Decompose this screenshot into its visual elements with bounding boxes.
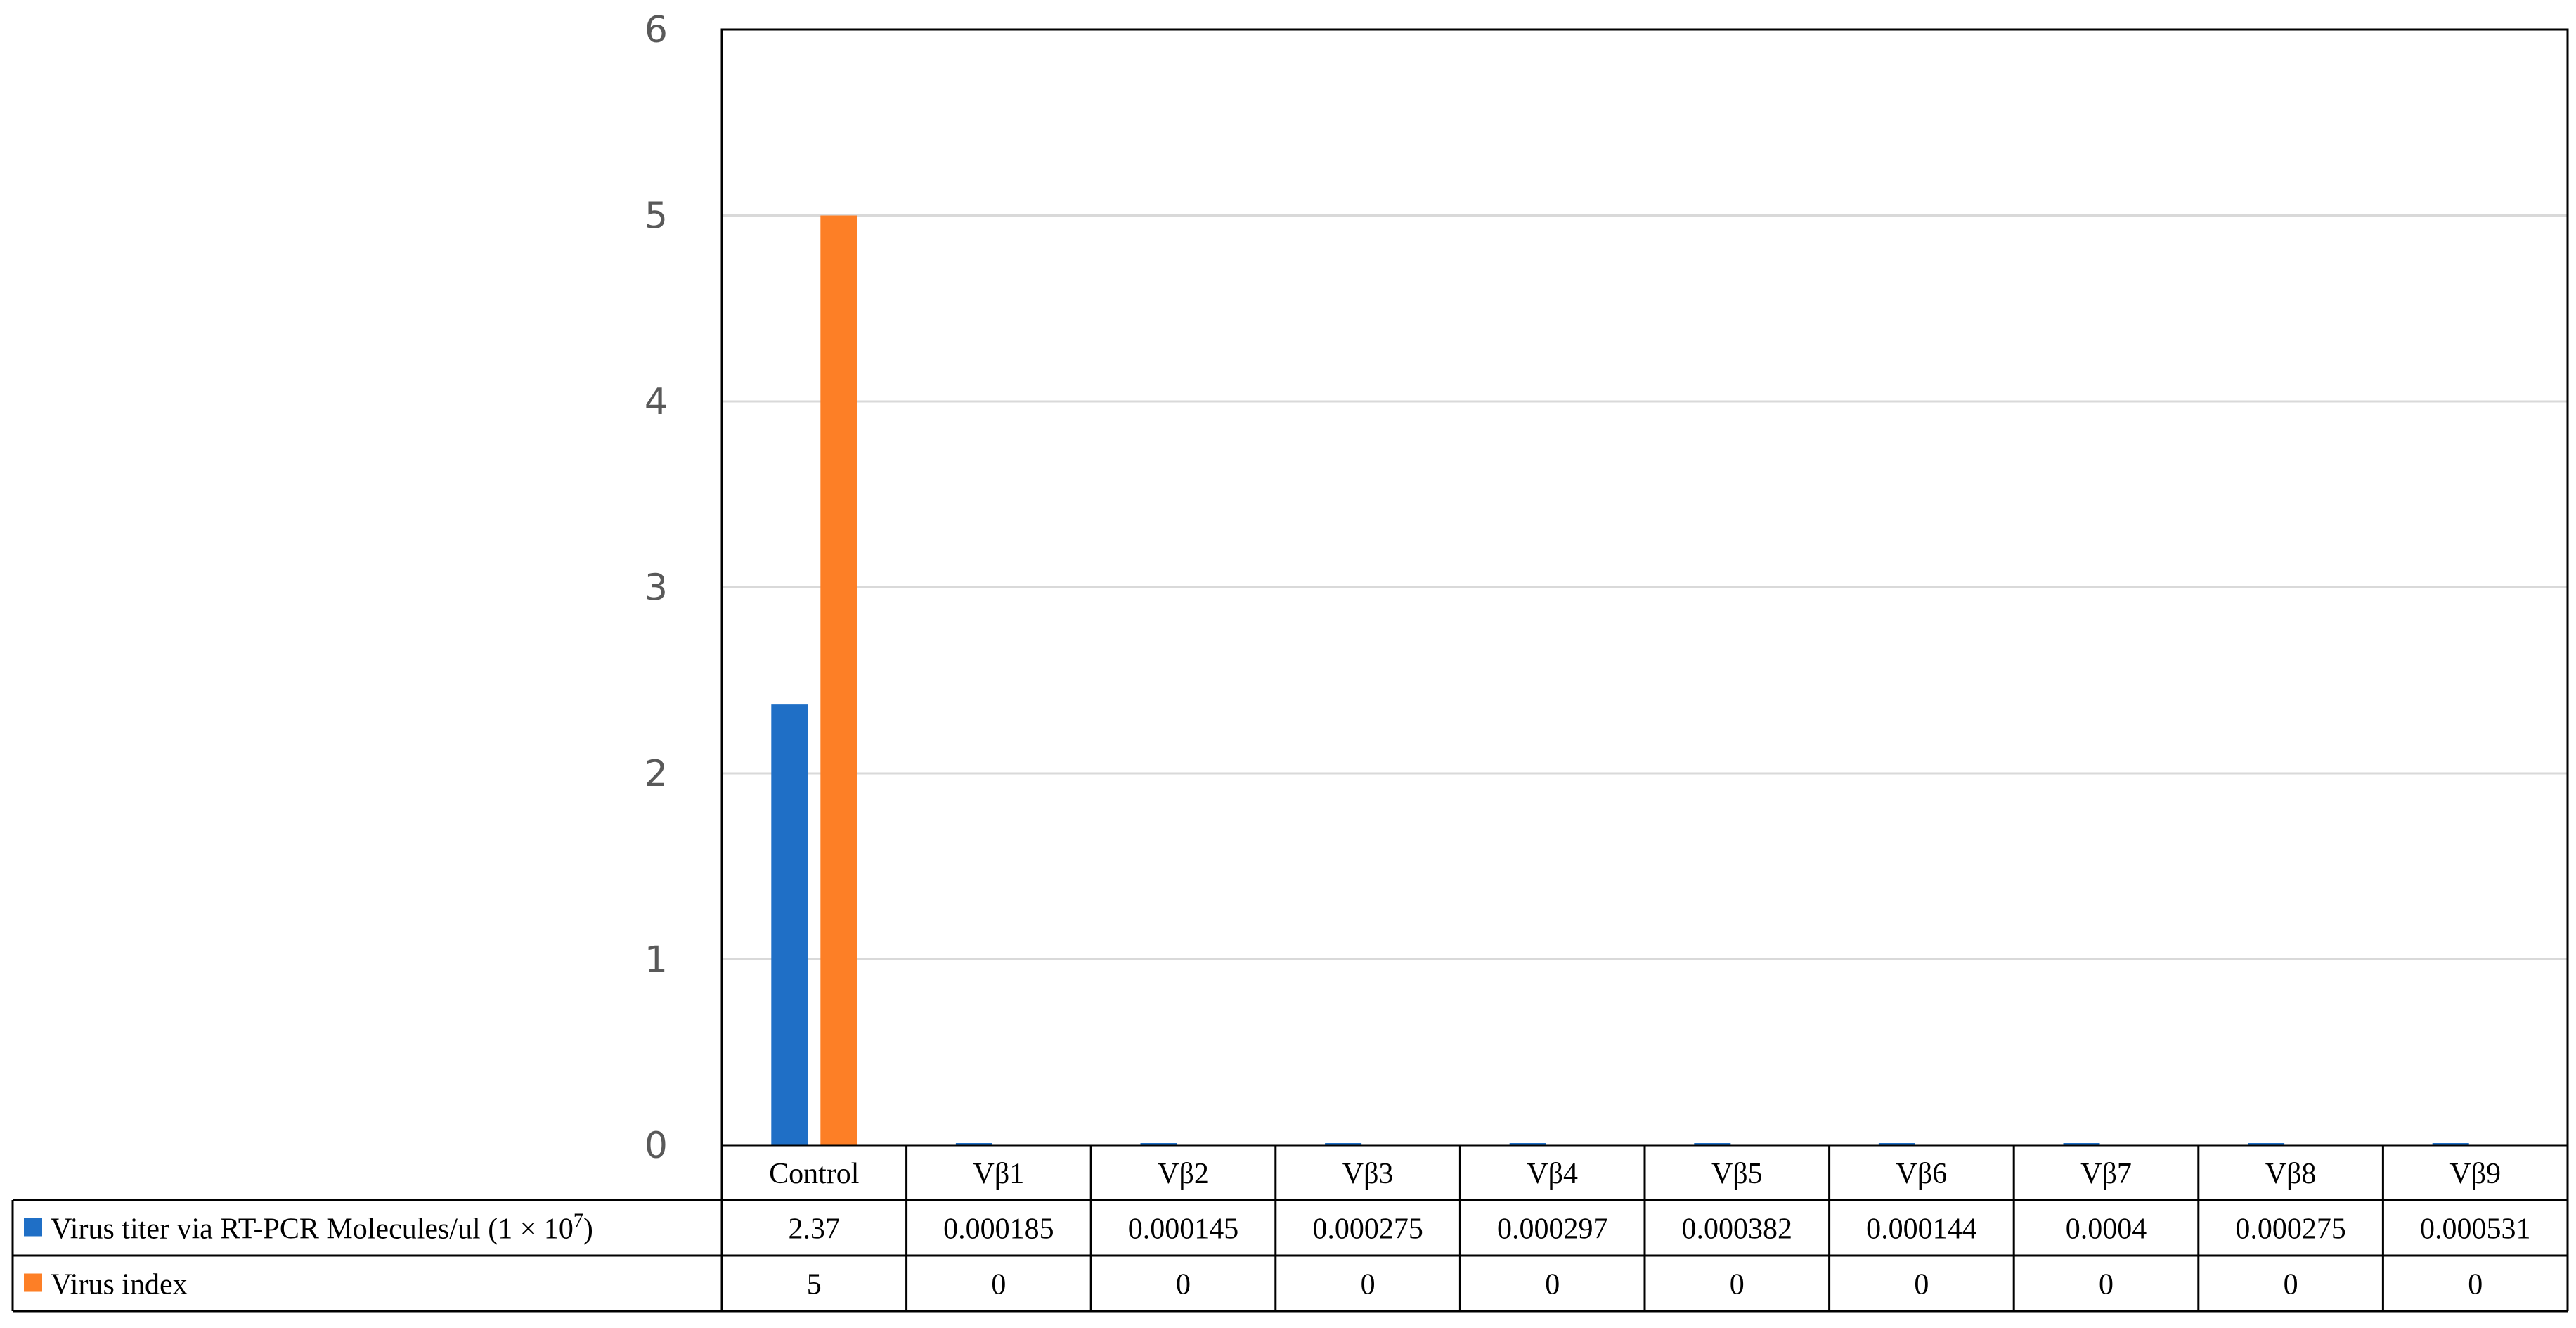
data-label: 0: [2468, 1269, 2483, 1301]
y-tick-labels: 0 1 2 3 4 5 6: [645, 9, 668, 1167]
legend-label: Virus index: [51, 1269, 188, 1301]
data-label: 0.000144: [1866, 1213, 1977, 1246]
data-label: 0.000382: [1682, 1213, 1793, 1246]
data-label: 0: [2099, 1269, 2114, 1301]
data-label: 0.000275: [1312, 1213, 1423, 1246]
x-tick-label: Vβ8: [2265, 1158, 2317, 1190]
data-label: 2.37: [789, 1213, 841, 1246]
y-tick-label: 1: [645, 939, 668, 981]
y-tick-label: 4: [645, 381, 668, 423]
legend-key: [24, 1218, 42, 1237]
data-label: 0: [2284, 1269, 2298, 1301]
x-tick-label: Vβ7: [2080, 1158, 2132, 1190]
y-tick-label: 2: [645, 753, 668, 795]
bar: [820, 215, 857, 1145]
data-label: 0: [1914, 1269, 1929, 1301]
x-tick-label: Vβ9: [2449, 1158, 2501, 1190]
x-tick-label: Vβ4: [1527, 1158, 1578, 1190]
gridlines: [722, 214, 2568, 960]
x-tick-label: Vβ5: [1711, 1158, 1763, 1190]
legend-key: [24, 1273, 42, 1292]
data-label: 0.000297: [1497, 1213, 1608, 1246]
data-label: 0.000145: [1128, 1213, 1239, 1246]
x-tick-label: Vβ6: [1896, 1158, 1948, 1190]
x-tick-label: Control: [769, 1158, 859, 1190]
data-label: 0: [1545, 1269, 1560, 1301]
y-tick-label: 3: [645, 567, 668, 610]
data-label: 0: [1361, 1269, 1376, 1301]
data-label: 0.000275: [2235, 1213, 2346, 1246]
bar: [771, 704, 808, 1145]
data-label: 0: [991, 1269, 1006, 1301]
data-label: 0: [1730, 1269, 1745, 1301]
data-label: 0.000185: [943, 1213, 1054, 1246]
data-label: 5: [807, 1269, 822, 1301]
legend-label: Virus titer via RT-PCR Molecules/ul (1 ×…: [51, 1211, 593, 1246]
y-tick-label: 0: [645, 1125, 668, 1167]
data-table: Control Vβ1 Vβ2 Vβ3 Vβ4 Vβ5 Vβ6 Vβ7 Vβ8 Vβ9 Virus …: [11, 1145, 2569, 1313]
x-tick-label: Vβ2: [1158, 1158, 1209, 1190]
x-tick-label: Vβ3: [1342, 1158, 1394, 1190]
y-tick-label: 6: [645, 9, 668, 51]
bars: [771, 215, 2469, 1145]
y-tick-label: 5: [645, 195, 668, 238]
x-tick-label: Vβ1: [973, 1158, 1025, 1190]
data-label: 0.0004: [2066, 1213, 2147, 1246]
data-label: 0: [1176, 1269, 1191, 1301]
data-label: 0.000531: [2420, 1213, 2531, 1246]
